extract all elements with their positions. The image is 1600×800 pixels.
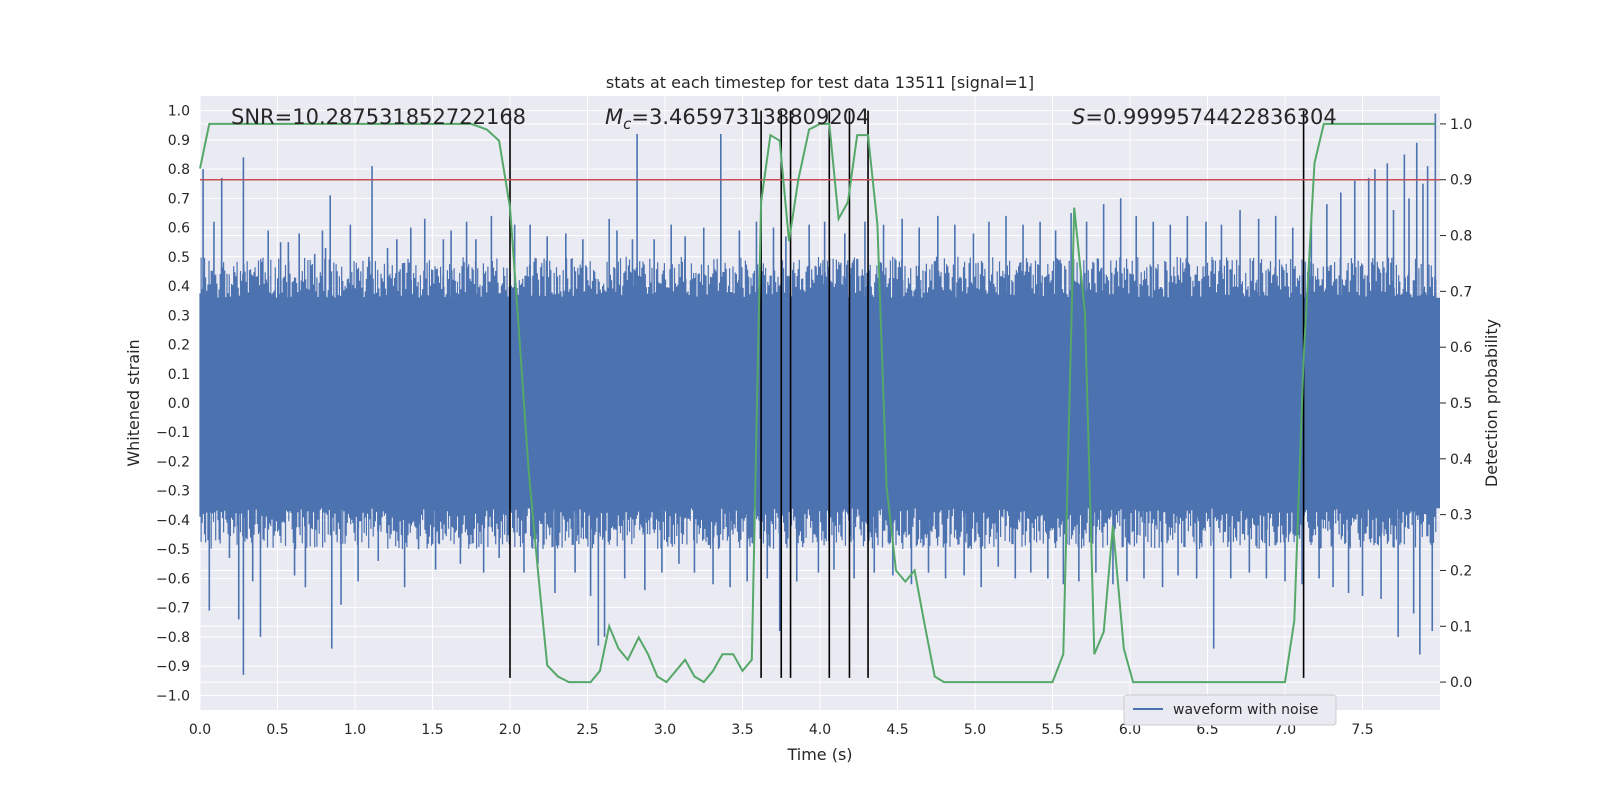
y-tick-label: −0.2 xyxy=(156,454,190,470)
y-tick-label: 0.5 xyxy=(168,250,190,266)
x-tick-label: 0.5 xyxy=(266,722,288,738)
y-tick-label: −0.1 xyxy=(156,425,190,441)
x-tick-label: 7.5 xyxy=(1351,722,1373,738)
vertical-markers xyxy=(509,110,1305,678)
x-axis-label: Time (s) xyxy=(786,745,852,764)
y-tick-label: −0.5 xyxy=(156,542,190,558)
y-tick-label: −0.3 xyxy=(156,484,190,500)
y-axis-label: Whitened strain xyxy=(124,339,143,466)
y-tick-label: −0.4 xyxy=(156,513,190,529)
y-tick-label: −0.7 xyxy=(156,601,190,617)
y-tick-label: 0.0 xyxy=(168,396,190,412)
y-tick-label: −0.6 xyxy=(156,571,190,587)
y-tick-label: −0.8 xyxy=(156,630,190,646)
axis-ticks: 0.0 0.5 1.0 1.5 2.0 2.5 3.0 3.5 4.0 4.5 5.0 5.5 6.0 6… xyxy=(156,104,1472,738)
y-tick-label: 0.7 xyxy=(168,191,190,207)
y-tick-label: 0.4 xyxy=(168,279,190,295)
significance-symbol: S xyxy=(1072,105,1085,129)
x-tick-label: 1.0 xyxy=(344,722,366,738)
x-tick-label: 3.0 xyxy=(654,722,676,738)
chart-title: stats at each timestep for test data 135… xyxy=(606,73,1034,92)
y-right-tick-label: 0.3 xyxy=(1450,508,1472,524)
y-tick-label: 0.2 xyxy=(168,338,190,354)
y-right-tick-label: 0.9 xyxy=(1450,173,1472,189)
y-tick-label: −1.0 xyxy=(156,688,190,704)
y-right-tick-label: 0.7 xyxy=(1450,284,1472,300)
y-tick-label: 1.0 xyxy=(168,104,190,120)
y-right-tick-label: 0.0 xyxy=(1450,675,1472,691)
y-right-tick-label: 0.6 xyxy=(1450,340,1472,356)
y-right-tick-label: 0.4 xyxy=(1450,452,1472,468)
significance-value: =0.9999574422836304 xyxy=(1085,105,1336,129)
legend: waveform with noise xyxy=(1123,694,1337,726)
y-right-tick-label: 1.0 xyxy=(1450,117,1472,133)
chirp-mass-subscript: c xyxy=(623,115,632,133)
x-tick-label: 7.0 xyxy=(1274,722,1296,738)
x-tick-label: 5.0 xyxy=(964,722,986,738)
y-tick-label: 0.6 xyxy=(168,221,190,237)
waveform-series xyxy=(199,113,1440,675)
x-tick-label: 1.5 xyxy=(421,722,443,738)
x-tick-label: 6.5 xyxy=(1196,722,1218,738)
legend-box xyxy=(1123,694,1337,726)
y-tick-label: 0.3 xyxy=(168,308,190,324)
snr-annotation: SNR=10.287531852722168 xyxy=(231,105,526,129)
x-tick-label: 2.0 xyxy=(499,722,521,738)
x-tick-label: 5.5 xyxy=(1041,722,1063,738)
y-right-tick-label: 0.8 xyxy=(1450,229,1472,245)
legend-label-waveform: waveform with noise xyxy=(1173,702,1318,718)
x-tick-label: 4.5 xyxy=(886,722,908,738)
y-tick-label: 0.1 xyxy=(168,367,190,383)
y-tick-label: 0.8 xyxy=(168,162,190,178)
significance-annotation: S=0.9999574422836304 xyxy=(1072,105,1337,129)
x-tick-label: 2.5 xyxy=(576,722,598,738)
y-right-tick-label: 0.5 xyxy=(1450,396,1472,412)
chirp-mass-symbol: M xyxy=(605,105,623,129)
detection-probability-line xyxy=(199,122,1436,684)
chirp-mass-annotation: Mc=3.465973138809204 xyxy=(605,105,869,133)
y-tick-label: 0.9 xyxy=(168,133,190,149)
y-right-tick-label: 0.2 xyxy=(1450,563,1472,579)
y-tick-label: −0.9 xyxy=(156,659,190,675)
chirp-mass-value: =3.465973138809204 xyxy=(631,105,869,129)
waveform-noise-trace xyxy=(199,256,1437,550)
x-tick-label: 3.5 xyxy=(731,722,753,738)
x-tick-label: 0.0 xyxy=(189,722,211,738)
y-right-tick-label: 0.1 xyxy=(1450,619,1472,635)
x-tick-label: 4.0 xyxy=(809,722,831,738)
y-axis-right-label: Detection probability xyxy=(1482,319,1501,487)
x-tick-label: 6.0 xyxy=(1119,722,1141,738)
